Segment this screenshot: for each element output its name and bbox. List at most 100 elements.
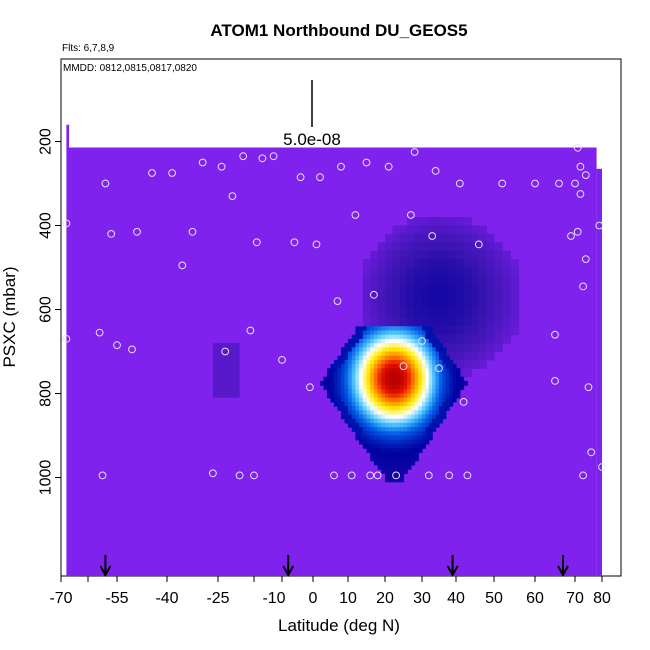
field-cell (362, 309, 371, 319)
field-cell (439, 393, 443, 399)
field-cell (388, 347, 393, 353)
field-cell (396, 460, 401, 466)
field-cell (392, 460, 397, 466)
field-cell (486, 309, 495, 319)
x-tick-label: -40 (155, 590, 178, 607)
field-cell (410, 372, 416, 378)
dates-label: MMDD: 0812,0815,0817,0820 (63, 63, 197, 74)
field-cell (435, 284, 443, 294)
field-cell (410, 368, 416, 374)
field-cell (435, 275, 443, 285)
field-cell (439, 347, 443, 353)
field-cell (385, 460, 390, 466)
field-cell (399, 406, 405, 411)
field-cell (341, 385, 346, 390)
field-cell (456, 380, 461, 386)
field-cell (355, 431, 360, 437)
field-cell (381, 406, 386, 411)
field-cell (381, 439, 386, 445)
field-cell (422, 389, 426, 395)
field-cell (399, 422, 405, 428)
field-cell (428, 330, 433, 336)
field-cell (407, 326, 412, 332)
field-cell (355, 393, 360, 399)
field-cell (422, 267, 430, 277)
field-cell (362, 435, 368, 441)
field-cell (425, 334, 430, 340)
field-cell (341, 376, 346, 382)
field-cell (348, 347, 353, 353)
field-cell (341, 389, 346, 395)
field-cell (370, 292, 379, 302)
field-cell (502, 317, 511, 327)
field-cell (370, 427, 375, 432)
field-cell (212, 343, 240, 398)
field-cell (355, 326, 360, 332)
sample-point (459, 398, 468, 406)
field-cell (385, 351, 390, 357)
field-cell (407, 372, 412, 378)
field-cell (385, 292, 393, 302)
field-cell (388, 330, 393, 336)
field-cell (377, 406, 382, 411)
field-cell (396, 347, 401, 353)
field-cell (388, 406, 393, 411)
field-cell (392, 233, 401, 243)
field-cell (334, 397, 339, 403)
field-cell (337, 393, 342, 399)
field-cell (418, 435, 423, 441)
field-cell (422, 355, 426, 361)
field-cell (396, 355, 401, 361)
field-cell (414, 359, 419, 365)
field-cell (337, 401, 342, 407)
field-cell (456, 259, 465, 269)
field-cell (442, 414, 447, 420)
field-cell (370, 456, 375, 462)
field-cell (366, 439, 371, 445)
field-cell (344, 368, 349, 374)
field-cell (392, 448, 397, 453)
field-cell (407, 338, 412, 344)
field-cell (396, 401, 401, 407)
field-cell (370, 439, 375, 445)
field-cell (463, 259, 472, 269)
field-cell (459, 385, 465, 390)
field-cell (392, 477, 397, 483)
field-cell (327, 372, 332, 378)
field-cell (410, 456, 416, 462)
field-cell (341, 406, 346, 411)
field-cell (449, 372, 454, 378)
field-cell (432, 355, 437, 361)
field-cell (399, 473, 405, 479)
field-cell (445, 393, 450, 399)
field-cell (392, 406, 397, 411)
field-cell (370, 414, 375, 420)
field-cell (494, 250, 503, 260)
field-cell (348, 418, 353, 424)
field-cell (388, 368, 393, 374)
field-cell (435, 364, 440, 369)
field-cell (373, 368, 379, 374)
field-cell (471, 317, 480, 327)
field-cell (373, 330, 379, 336)
field-cell (422, 301, 430, 311)
field-cell (486, 292, 495, 302)
flight-arrow-head (446, 565, 459, 578)
field-cell (377, 347, 382, 353)
field-cell (359, 431, 364, 437)
field-cell (414, 275, 423, 285)
field-cell (366, 406, 371, 411)
sample-point (235, 471, 244, 480)
field-cell (362, 385, 368, 390)
field-cell (385, 464, 390, 470)
field-cell (366, 435, 371, 441)
field-cell (399, 464, 405, 470)
field-cell (355, 380, 360, 386)
field-cell (425, 380, 430, 386)
field-cell (428, 372, 433, 378)
field-cell (359, 414, 364, 420)
field-cell (370, 372, 375, 378)
field-cell (392, 284, 401, 294)
field-cell (377, 259, 386, 269)
field-cell (392, 359, 397, 365)
